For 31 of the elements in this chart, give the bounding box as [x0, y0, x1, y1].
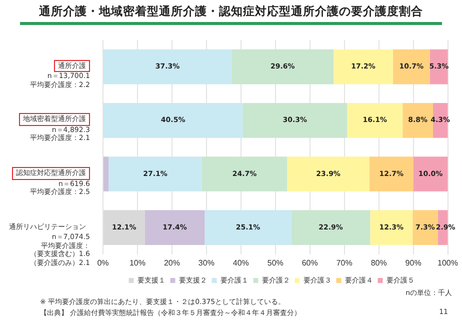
bar [347, 102, 403, 138]
bar [412, 210, 438, 246]
bar [108, 156, 202, 192]
bar [402, 102, 433, 138]
bar [104, 102, 243, 138]
x-tick-label: 90% [405, 258, 422, 268]
x-tick-label: 80% [370, 258, 387, 268]
bar [413, 156, 448, 192]
x-tick-label: 30% [198, 258, 214, 268]
x-tick-label: 20% [164, 258, 180, 268]
bar [370, 156, 414, 192]
x-tick-label: 100% [438, 258, 458, 268]
x-tick-label: 0% [97, 258, 109, 268]
bar [204, 210, 292, 246]
chart-title: 通所介護・地域密着型通所介護・認知症対応型通所介護の要介護度割合 [38, 4, 424, 19]
bar [334, 49, 393, 84]
bar [144, 210, 205, 246]
x-tick-label: 10% [129, 258, 146, 268]
x-tick-label: 60% [302, 258, 318, 268]
x-tick-label: 50% [267, 258, 284, 268]
bar [104, 49, 232, 84]
bar [232, 49, 334, 84]
bar [242, 102, 348, 138]
x-tick-label: 40% [232, 258, 249, 268]
bar [104, 156, 109, 192]
x-tick-label: 70% [336, 258, 352, 268]
bar [287, 156, 370, 192]
bar [291, 210, 370, 246]
bar [392, 49, 430, 84]
bar [370, 210, 413, 246]
bar [202, 156, 288, 192]
